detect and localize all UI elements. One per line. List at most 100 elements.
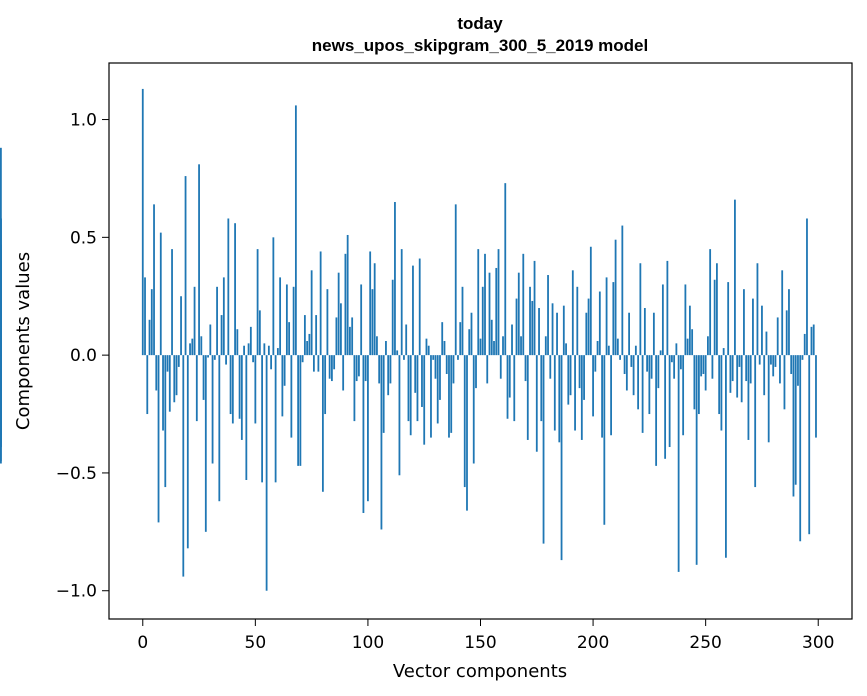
bar-219	[634, 345, 637, 356]
bar-261	[729, 355, 732, 393]
bar-246	[695, 355, 698, 565]
bar-124	[421, 355, 423, 407]
bar-188	[565, 343, 567, 356]
bar-82	[326, 289, 329, 356]
bar-75	[310, 270, 313, 356]
x-axis-label: Vector components	[393, 661, 567, 682]
bar-80	[321, 355, 324, 492]
bar-211	[616, 338, 619, 356]
bar-285	[783, 355, 786, 410]
bar-40	[231, 355, 234, 424]
bar-286	[785, 310, 788, 356]
bar-120	[412, 265, 414, 356]
bar-193	[576, 286, 579, 356]
bar-230	[659, 350, 662, 356]
bar-264	[736, 355, 739, 398]
bar-113	[396, 350, 399, 356]
bar-175	[535, 355, 538, 452]
bar-111	[391, 279, 394, 356]
bar-228	[655, 355, 658, 466]
bar-26	[200, 336, 203, 356]
bar-198	[587, 298, 590, 356]
bar-133	[441, 322, 444, 356]
x-tick-label: 250	[689, 633, 721, 653]
bar-289	[792, 355, 795, 497]
bar-45	[243, 345, 245, 356]
bar-60	[276, 348, 279, 356]
bar-6	[155, 355, 158, 391]
bar-65	[288, 322, 291, 356]
x-tick-label: 100	[352, 633, 384, 653]
bar-34	[218, 355, 221, 502]
x-tick-label: 300	[802, 633, 834, 653]
bar-287	[788, 289, 790, 356]
bar-47	[247, 343, 250, 356]
bar-67	[292, 286, 295, 356]
bar-181	[549, 355, 552, 379]
bar-247	[698, 355, 700, 415]
bar-79	[319, 251, 322, 356]
bar-109	[387, 355, 390, 396]
bar-152	[484, 253, 486, 356]
bar-70	[299, 355, 302, 466]
bar-28	[204, 355, 207, 532]
bar-11	[166, 355, 169, 372]
bar-147	[472, 355, 475, 464]
bar-299	[815, 355, 817, 438]
bar-142	[461, 286, 464, 356]
bar-51	[256, 249, 259, 356]
bar-273	[756, 263, 759, 356]
y-tick-label: 1.0	[70, 111, 97, 131]
bar-116	[403, 355, 405, 360]
bar-95	[355, 355, 358, 382]
bar-127	[427, 345, 430, 356]
bar-93	[351, 317, 354, 356]
bar-296	[808, 355, 811, 535]
bar-4	[150, 289, 153, 356]
bar-229	[657, 355, 660, 389]
bar-103	[373, 263, 376, 356]
bar-89	[342, 355, 345, 391]
bar-217	[630, 355, 633, 367]
bar-94	[353, 355, 356, 422]
bar-157	[495, 267, 498, 356]
bar-240	[682, 355, 685, 436]
bar-13	[171, 249, 173, 356]
bar-279	[770, 355, 772, 365]
bar-91	[346, 234, 349, 356]
bar-123	[418, 258, 421, 356]
bar-85	[333, 355, 336, 370]
bar-30	[209, 324, 212, 356]
bar-267	[743, 289, 745, 356]
bar-46	[245, 355, 248, 480]
bar-33	[216, 286, 218, 356]
bar-233	[666, 260, 669, 356]
bar-241	[684, 284, 687, 356]
bar-15	[175, 355, 178, 396]
bar-31	[211, 355, 214, 464]
chart-title-line-1: today	[457, 14, 503, 33]
bar-73	[306, 341, 309, 356]
bar-189	[567, 355, 570, 405]
bar-129	[432, 355, 435, 360]
bar-205	[603, 355, 606, 525]
bar-14	[173, 355, 176, 403]
bar-271	[752, 298, 754, 356]
bar-202	[596, 341, 599, 356]
bar-182	[551, 303, 554, 356]
bar-185	[558, 355, 561, 443]
bar-131	[436, 355, 439, 424]
bar-104	[376, 336, 378, 356]
bar-260	[727, 282, 730, 356]
bar-74	[308, 333, 311, 356]
bar-2	[146, 355, 149, 415]
bar-undefined	[0, 355, 2, 391]
bar-23	[193, 286, 196, 356]
bar-90	[344, 253, 347, 356]
bar-128	[430, 355, 432, 438]
bar-177	[540, 355, 543, 422]
bar-105	[378, 355, 381, 384]
bar-266	[740, 355, 743, 403]
bar-208	[610, 355, 612, 436]
bar-253	[711, 355, 714, 379]
